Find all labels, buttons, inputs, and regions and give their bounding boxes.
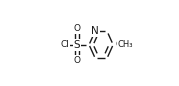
Text: O: O bbox=[74, 56, 81, 65]
Text: O: O bbox=[74, 24, 81, 33]
Text: O: O bbox=[116, 40, 123, 49]
Text: Cl: Cl bbox=[61, 40, 69, 49]
Text: CH₃: CH₃ bbox=[117, 40, 133, 49]
Text: N: N bbox=[91, 26, 99, 36]
Text: S: S bbox=[74, 40, 80, 50]
